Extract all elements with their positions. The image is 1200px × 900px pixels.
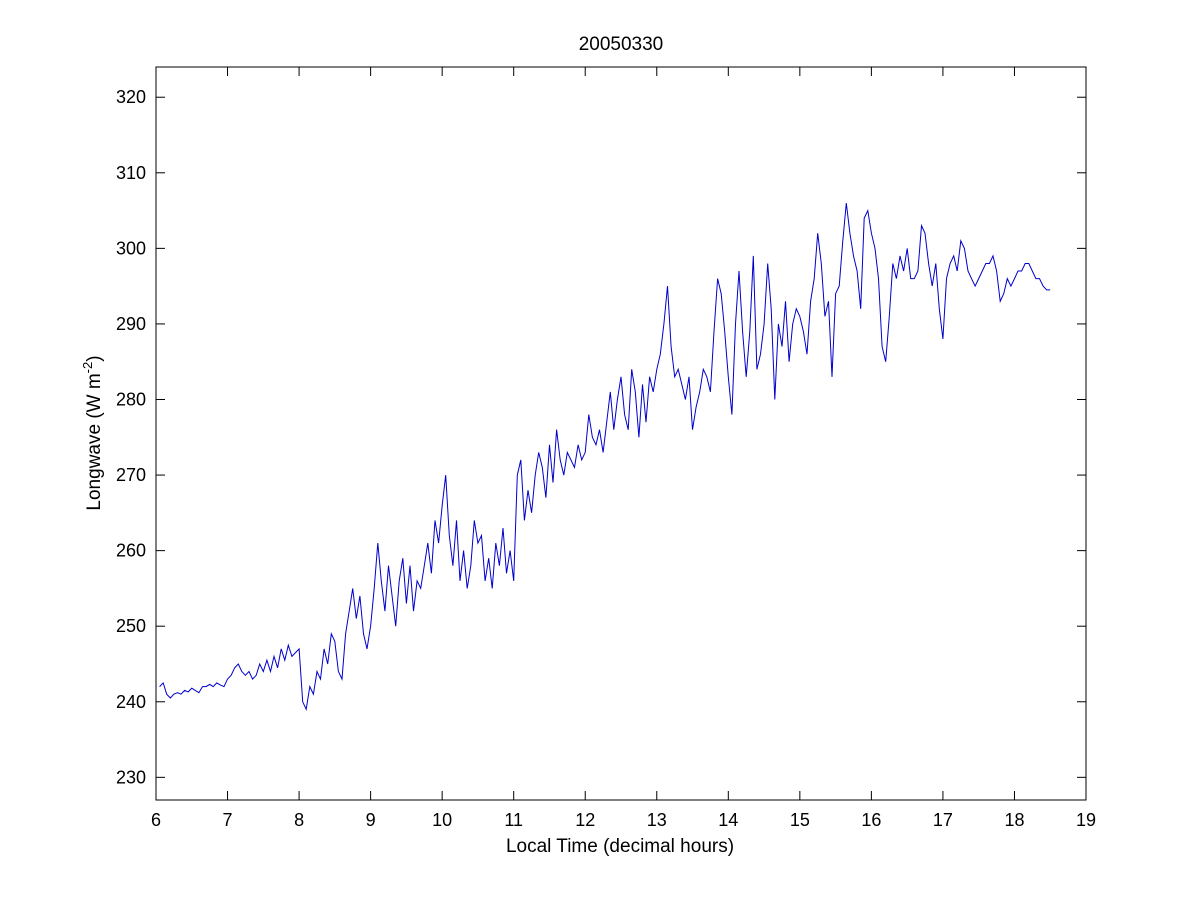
x-tick-label-6: 6	[151, 810, 161, 830]
y-tick-label-310: 310	[116, 163, 146, 183]
x-tick-label-13: 13	[647, 810, 667, 830]
x-tick-label-7: 7	[223, 810, 233, 830]
y-tick-label-260: 260	[116, 541, 146, 561]
y-tick-label-250: 250	[116, 616, 146, 636]
y-tick-label-240: 240	[116, 692, 146, 712]
x-tick-label-8: 8	[294, 810, 304, 830]
y-tick-label-320: 320	[116, 87, 146, 107]
x-tick-label-16: 16	[861, 810, 881, 830]
x-tick-label-18: 18	[1004, 810, 1024, 830]
y-tick-label-280: 280	[116, 389, 146, 409]
chart-title: 20050330	[579, 34, 664, 55]
x-tick-label-10: 10	[432, 810, 452, 830]
x-tick-label-19: 19	[1076, 810, 1096, 830]
y-tick-label-290: 290	[116, 314, 146, 334]
x-tick-label-12: 12	[575, 810, 595, 830]
y-axis-label: Longwave (W m-2)	[80, 355, 105, 510]
y-axis-label-main: Longwave (W m	[84, 373, 105, 510]
y-axis: 230 240 250 260 270 280 290 300 310 320	[116, 87, 1086, 787]
x-tick-label-17: 17	[933, 810, 953, 830]
x-tick-label-11: 11	[504, 810, 523, 830]
longwave-series-line	[159, 202, 1051, 711]
x-axis: 6 7 8 9 10 11 12 13 14 15 16 17 18 19	[151, 67, 1096, 830]
x-axis-label: Local Time (decimal hours)	[506, 836, 734, 857]
y-tick-label-300: 300	[116, 238, 146, 258]
y-axis-label-superscript: -2	[80, 362, 95, 374]
plot-area	[155, 66, 1087, 801]
y-tick-label-270: 270	[116, 465, 146, 485]
y-tick-label-230: 230	[116, 767, 146, 787]
x-tick-label-14: 14	[718, 810, 738, 830]
x-tick-label-9: 9	[366, 810, 376, 830]
y-axis-label-close: )	[84, 355, 105, 361]
x-tick-label-15: 15	[790, 810, 810, 830]
